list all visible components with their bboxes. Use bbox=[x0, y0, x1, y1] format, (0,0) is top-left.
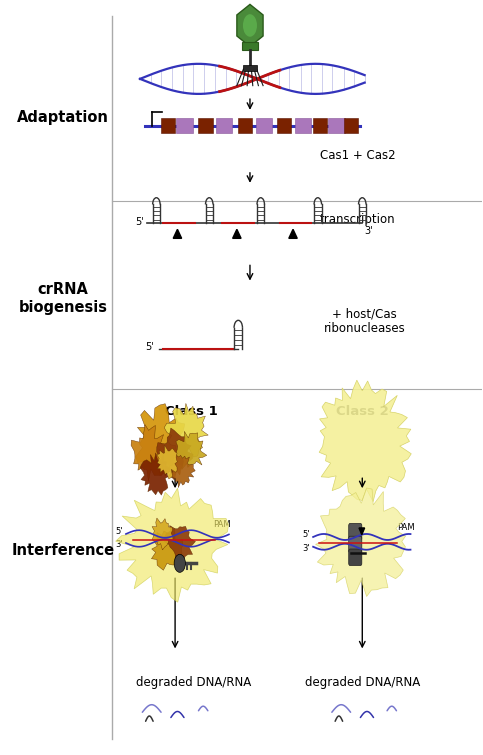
Bar bbox=[216, 118, 232, 133]
Circle shape bbox=[243, 14, 257, 37]
Text: 3': 3' bbox=[365, 226, 373, 236]
Text: Cas1 + Cas2: Cas1 + Cas2 bbox=[320, 149, 396, 162]
Bar bbox=[199, 118, 213, 133]
Polygon shape bbox=[176, 431, 207, 470]
Polygon shape bbox=[173, 230, 182, 239]
Bar bbox=[277, 118, 291, 133]
Bar bbox=[238, 118, 252, 133]
FancyBboxPatch shape bbox=[349, 523, 362, 540]
Polygon shape bbox=[164, 525, 196, 562]
Polygon shape bbox=[169, 455, 195, 488]
Bar bbox=[242, 42, 258, 50]
Bar bbox=[256, 118, 272, 133]
Polygon shape bbox=[157, 428, 193, 480]
Text: crRNA
biogenesis: crRNA biogenesis bbox=[18, 282, 107, 315]
Text: Class 1: Class 1 bbox=[165, 405, 218, 418]
Polygon shape bbox=[359, 528, 365, 535]
Polygon shape bbox=[136, 404, 186, 476]
Polygon shape bbox=[157, 445, 177, 479]
Bar bbox=[161, 118, 175, 133]
Polygon shape bbox=[233, 230, 241, 239]
Text: 5': 5' bbox=[135, 217, 144, 226]
Text: Adaptation: Adaptation bbox=[17, 110, 109, 125]
Polygon shape bbox=[140, 453, 173, 495]
Polygon shape bbox=[131, 424, 164, 482]
Bar bbox=[243, 65, 256, 71]
Text: degraded DNA/RNA: degraded DNA/RNA bbox=[136, 676, 252, 689]
Text: transcription: transcription bbox=[320, 213, 396, 226]
Text: Class 2: Class 2 bbox=[336, 405, 389, 418]
Text: 5': 5' bbox=[145, 342, 154, 352]
Polygon shape bbox=[152, 518, 173, 550]
Text: degraded DNA/RNA: degraded DNA/RNA bbox=[305, 676, 420, 689]
Polygon shape bbox=[237, 5, 263, 47]
Bar bbox=[328, 118, 345, 133]
Text: PAM: PAM bbox=[213, 520, 231, 529]
FancyBboxPatch shape bbox=[349, 536, 362, 553]
Circle shape bbox=[174, 554, 185, 572]
Text: + host/Cas
ribonucleases: + host/Cas ribonucleases bbox=[324, 307, 406, 335]
Bar bbox=[176, 118, 193, 133]
Text: Interference: Interference bbox=[11, 543, 114, 558]
Polygon shape bbox=[319, 380, 411, 501]
FancyBboxPatch shape bbox=[349, 549, 362, 565]
Polygon shape bbox=[315, 488, 406, 596]
Bar bbox=[343, 118, 357, 133]
Polygon shape bbox=[152, 528, 183, 570]
Text: 5': 5' bbox=[115, 527, 123, 536]
Text: 3': 3' bbox=[115, 540, 123, 549]
Text: 5': 5' bbox=[302, 530, 310, 539]
Bar bbox=[295, 118, 311, 133]
Polygon shape bbox=[164, 403, 208, 457]
Text: 3': 3' bbox=[302, 544, 310, 553]
Bar bbox=[313, 118, 327, 133]
Polygon shape bbox=[115, 488, 228, 602]
Polygon shape bbox=[289, 230, 297, 239]
Text: PAM: PAM bbox=[397, 522, 414, 532]
